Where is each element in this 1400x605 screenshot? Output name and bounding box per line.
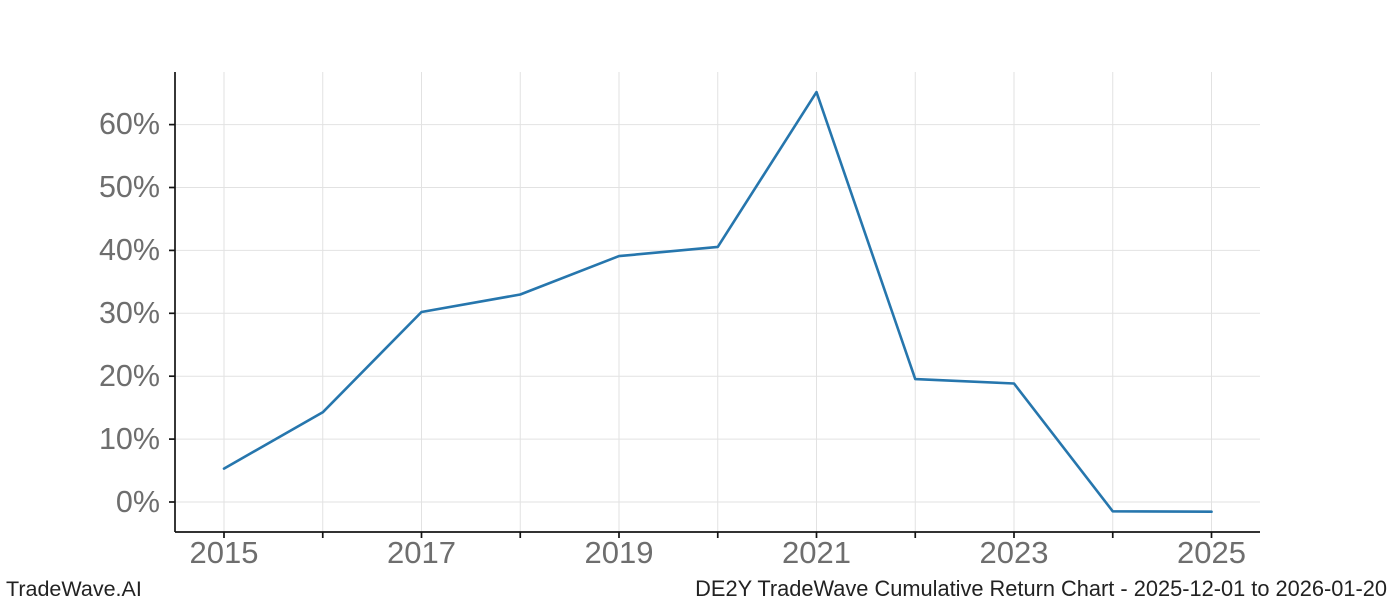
svg-text:2025: 2025 <box>1177 535 1246 570</box>
svg-text:2019: 2019 <box>585 535 654 570</box>
svg-text:40%: 40% <box>99 233 160 267</box>
svg-text:2023: 2023 <box>980 535 1049 570</box>
svg-text:2021: 2021 <box>782 535 851 570</box>
svg-text:50%: 50% <box>99 170 160 204</box>
svg-text:2017: 2017 <box>387 535 456 570</box>
svg-text:20%: 20% <box>99 359 160 393</box>
svg-text:0%: 0% <box>116 485 160 519</box>
svg-text:2015: 2015 <box>190 535 259 570</box>
svg-text:30%: 30% <box>99 296 160 330</box>
svg-text:10%: 10% <box>99 422 160 456</box>
svg-text:60%: 60% <box>99 107 160 141</box>
